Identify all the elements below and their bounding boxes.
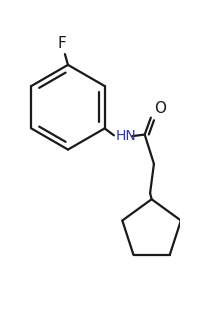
Text: O: O bbox=[153, 101, 165, 116]
Text: F: F bbox=[57, 36, 66, 51]
Text: HN: HN bbox=[115, 129, 136, 143]
